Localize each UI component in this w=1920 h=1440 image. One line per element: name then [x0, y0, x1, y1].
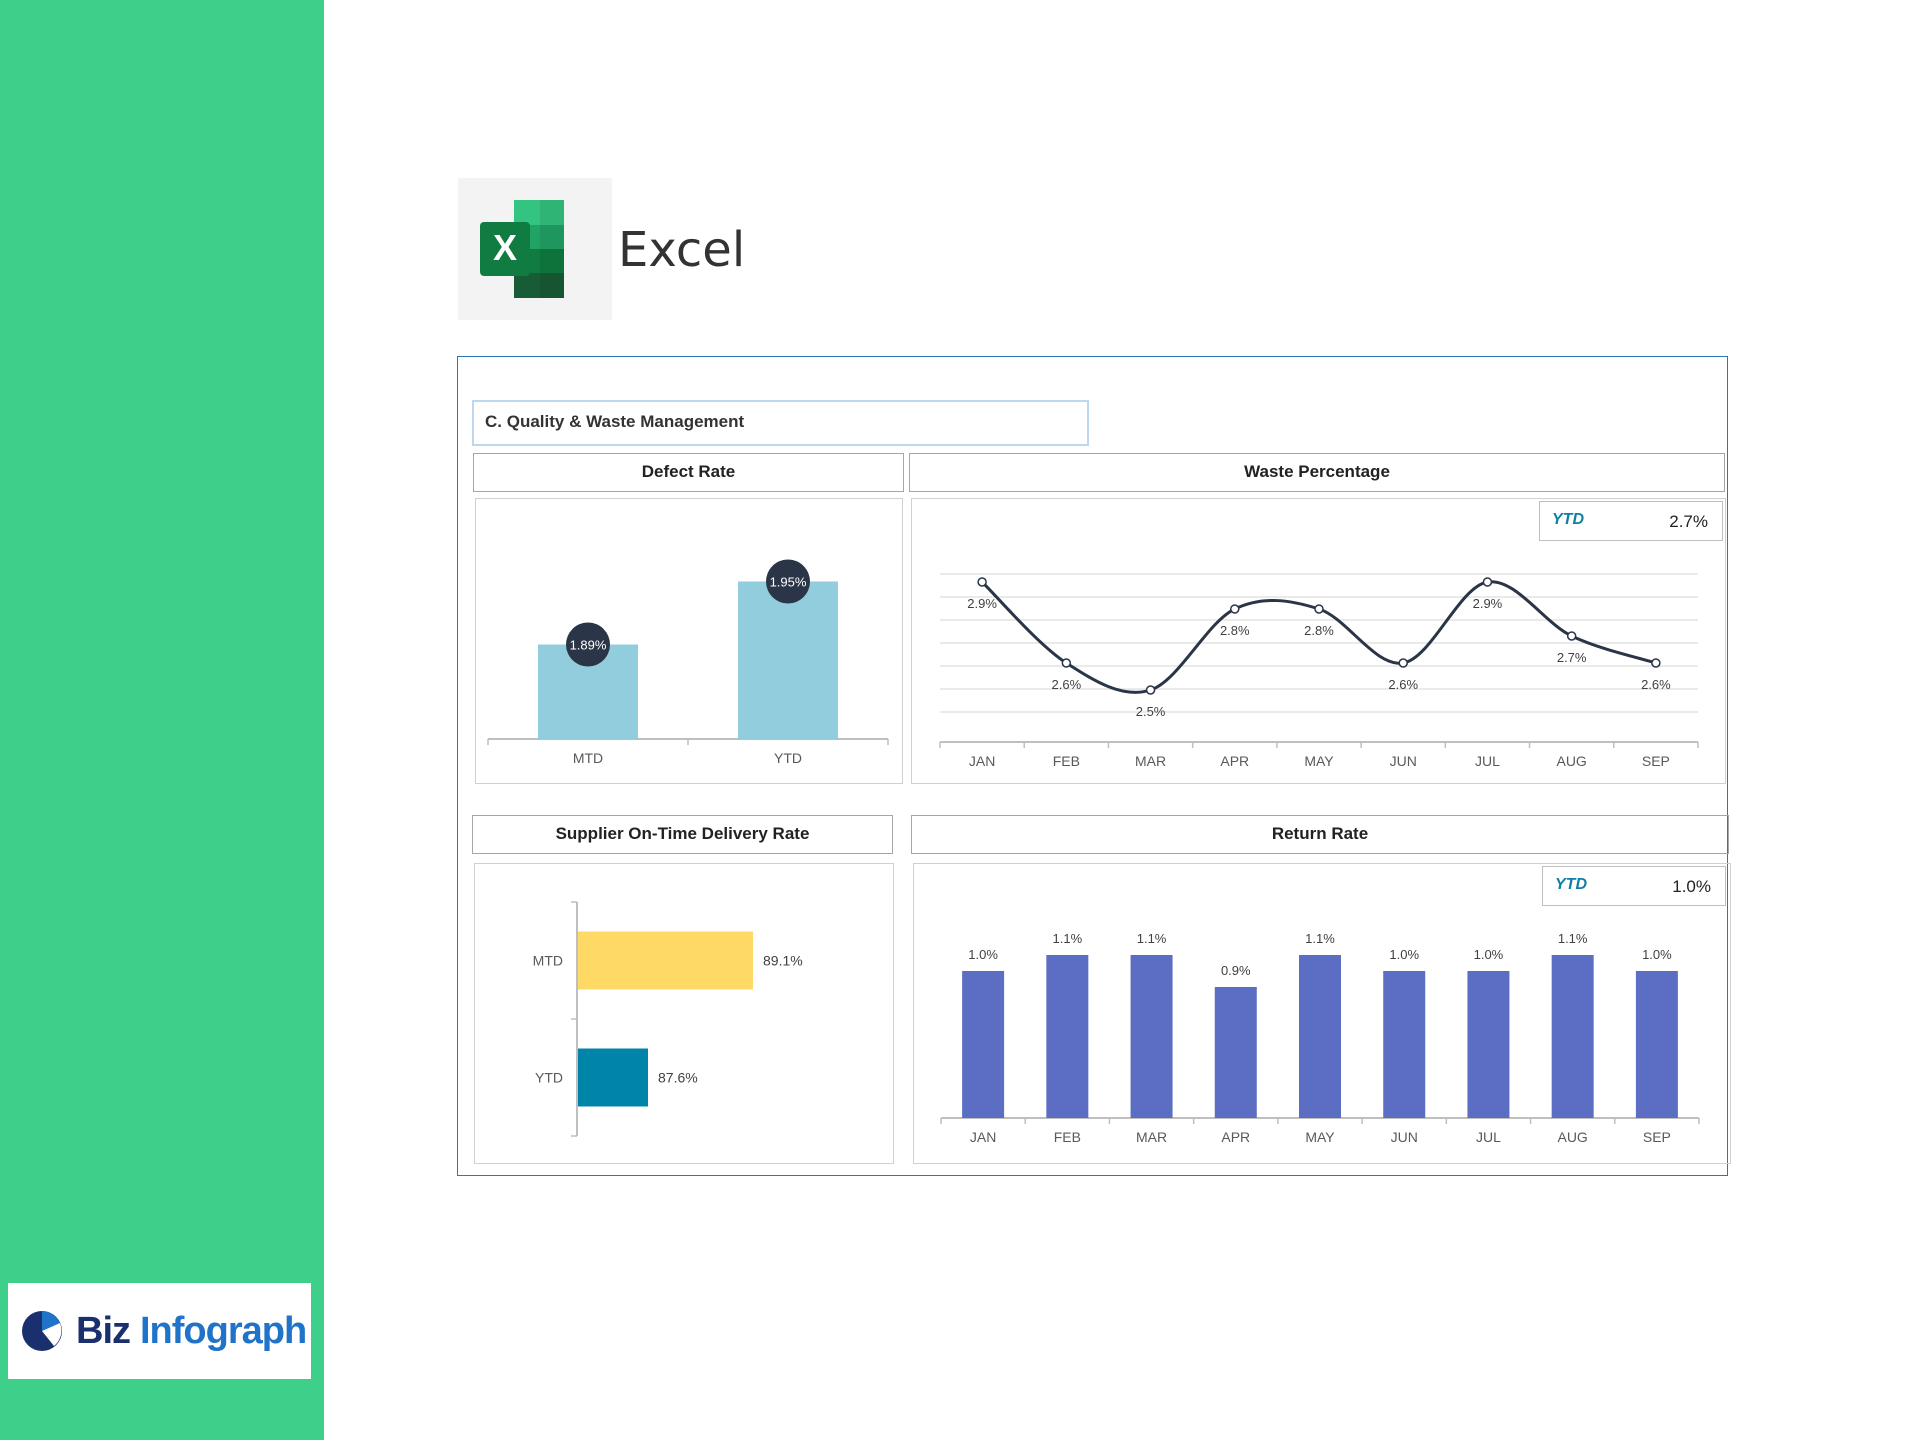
- waste-data-label: 2.8%: [1220, 623, 1250, 638]
- excel-icon: X: [480, 200, 564, 298]
- return-bar: [1383, 971, 1426, 1118]
- defect-data-label: 1.89%: [570, 638, 607, 653]
- supplier-delivery-header: Supplier On-Time Delivery Rate: [472, 815, 893, 854]
- defect-category-label: MTD: [573, 750, 603, 766]
- waste-data-label: 2.6%: [1388, 677, 1418, 692]
- supplier-data-label: 89.1%: [763, 953, 803, 969]
- return-category-label: APR: [1221, 1129, 1250, 1145]
- defect-data-label: 1.95%: [770, 575, 807, 590]
- waste-percentage-panel: 2.9% JAN 2.6% FEB 2.5% MAR 2.8% APR 2.8% MAY 2.6% J…: [911, 498, 1726, 784]
- waste-data-label: 2.5%: [1136, 704, 1166, 719]
- waste-percentage-chart: 2.9% JAN 2.6% FEB 2.5% MAR 2.8% APR 2.8% MAY 2.6% J…: [939, 573, 1699, 769]
- defect-category-label: YTD: [774, 750, 802, 766]
- return-data-label: 1.0%: [968, 947, 998, 962]
- return-data-label: 1.0%: [1642, 947, 1672, 962]
- return-data-label: 1.0%: [1474, 947, 1504, 962]
- sidebar: Biz Infograph: [0, 0, 324, 1440]
- supplier-category-label: MTD: [533, 953, 563, 969]
- defect-bar: [738, 581, 838, 739]
- waste-point-marker: [1314, 604, 1324, 614]
- supplier-delivery-panel: 89.1% MTD 87.6% YTD: [474, 863, 894, 1164]
- return-category-label: SEP: [1643, 1129, 1671, 1145]
- return-category-label: MAY: [1305, 1129, 1335, 1145]
- brand-logo: Biz Infograph: [8, 1283, 311, 1379]
- defect-value-bubble: [766, 559, 810, 604]
- return-category-label: JAN: [970, 1129, 996, 1145]
- return-data-label: 1.0%: [1389, 947, 1419, 962]
- waste-data-label: 2.7%: [1557, 650, 1587, 665]
- return-bar: [962, 971, 1005, 1118]
- waste-ytd-label: YTD: [1552, 511, 1584, 528]
- return-ytd-value: 1.0%: [1672, 877, 1711, 896]
- supplier-data-label: 87.6%: [658, 1070, 698, 1086]
- waste-data-label: 2.6%: [1641, 677, 1671, 692]
- waste-point-marker: [1145, 685, 1156, 695]
- defect-value-bubble: [566, 622, 610, 667]
- waste-ytd-value: 2.7%: [1669, 512, 1708, 531]
- waste-point-marker: [1482, 577, 1493, 587]
- waste-data-label: 2.9%: [967, 596, 997, 611]
- return-category-label: MAR: [1136, 1129, 1167, 1145]
- waste-data-label: 2.9%: [1473, 596, 1503, 611]
- waste-point-marker: [1230, 604, 1240, 614]
- defect-rate-panel: 1.89% MTD 1.95% YTD: [475, 498, 903, 784]
- return-rate-chart: 1.0% JAN 1.1% FEB 1.1% MAR 0.9% APR 1.1% MAY 1.0% J…: [940, 931, 1700, 1145]
- svg-text:X: X: [493, 227, 517, 268]
- section-title: C. Quality & Waste Management: [472, 400, 1089, 446]
- return-bar: [1551, 955, 1594, 1118]
- return-bar: [1130, 955, 1173, 1118]
- pie-logo-icon: [22, 1311, 62, 1351]
- return-rate-panel: 1.0% JAN 1.1% FEB 1.1% MAR 0.9% APR 1.1% MAY 1.0% J…: [913, 863, 1731, 1164]
- return-category-label: FEB: [1054, 1129, 1081, 1145]
- supplier-category-label: YTD: [535, 1070, 563, 1086]
- brand-name-infograph: Infograph: [140, 1309, 307, 1352]
- waste-point-marker: [1398, 658, 1408, 668]
- return-category-label: AUG: [1557, 1129, 1587, 1145]
- waste-category-label: MAY: [1304, 753, 1334, 769]
- return-category-label: JUL: [1476, 1129, 1501, 1145]
- supplier-bar: [578, 1048, 648, 1107]
- waste-data-label: 2.6%: [1052, 677, 1082, 692]
- return-data-label: 1.1%: [1053, 931, 1083, 946]
- return-bar: [1046, 955, 1089, 1118]
- waste-data-label: 2.8%: [1304, 623, 1334, 638]
- supplier-bar: [578, 931, 753, 990]
- return-data-label: 1.1%: [1137, 931, 1167, 946]
- return-ytd-label: YTD: [1555, 876, 1587, 893]
- waste-point-marker: [1566, 631, 1577, 641]
- waste-percentage-header: Waste Percentage: [909, 453, 1725, 492]
- return-data-label: 1.1%: [1558, 931, 1588, 946]
- waste-category-label: APR: [1220, 753, 1249, 769]
- waste-category-label: JAN: [969, 753, 995, 769]
- return-data-label: 1.1%: [1305, 931, 1335, 946]
- supplier-delivery-chart: 89.1% MTD 87.6% YTD: [533, 901, 803, 1137]
- defect-rate-header: Defect Rate: [473, 453, 904, 492]
- return-bar: [1635, 971, 1678, 1118]
- return-ytd-box: YTD 1.0%: [1542, 866, 1726, 906]
- waste-ytd-box: YTD 2.7%: [1539, 501, 1723, 541]
- waste-category-label: JUL: [1475, 753, 1500, 769]
- waste-category-label: JUN: [1390, 753, 1417, 769]
- dashboard-frame: C. Quality & Waste Management Defect Rat…: [457, 356, 1731, 1176]
- waste-category-label: MAR: [1135, 753, 1166, 769]
- brand-name-biz: Biz: [76, 1309, 131, 1352]
- waste-category-label: SEP: [1642, 753, 1670, 769]
- return-category-label: JUN: [1391, 1129, 1418, 1145]
- waste-category-label: AUG: [1556, 753, 1586, 769]
- waste-point-marker: [1651, 658, 1661, 668]
- defect-rate-chart: 1.89% MTD 1.95% YTD: [487, 559, 889, 766]
- app-name-label: Excel: [618, 222, 746, 278]
- return-bar: [1214, 987, 1257, 1118]
- waste-point-marker: [1061, 658, 1072, 668]
- excel-logo-tile: X: [458, 178, 612, 320]
- waste-category-label: FEB: [1053, 753, 1080, 769]
- return-rate-header: Return Rate: [911, 815, 1729, 854]
- return-bar: [1299, 955, 1341, 1118]
- return-bar: [1467, 971, 1510, 1118]
- return-data-label: 0.9%: [1221, 963, 1251, 978]
- waste-point-marker: [977, 577, 987, 587]
